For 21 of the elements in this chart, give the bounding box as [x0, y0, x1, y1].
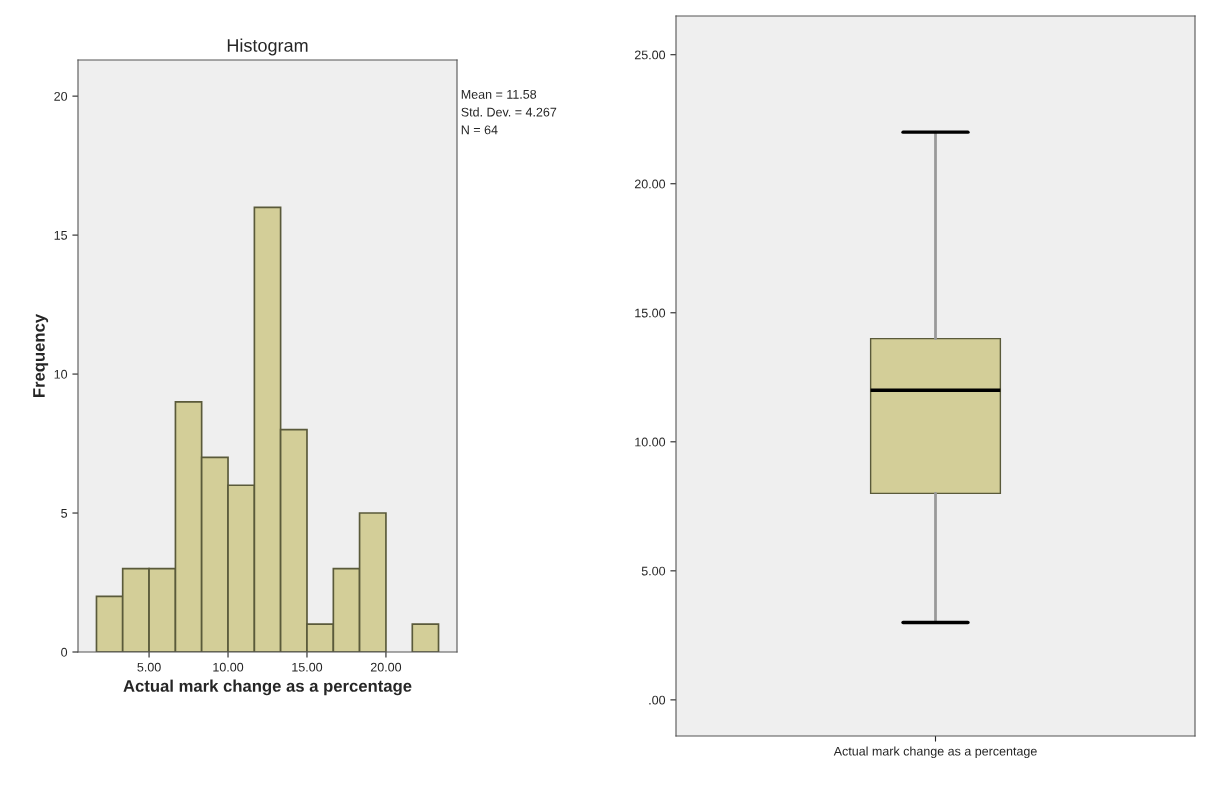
y-tick-label: 20.00 [634, 179, 666, 189]
y-tick-label: 10.00 [635, 437, 666, 447]
x-tick-label: 5.00 [137, 662, 161, 672]
y-tick-label: 0 [61, 647, 68, 657]
x-tick-label: 10.00 [213, 662, 244, 672]
y-tick-label: .00 [649, 695, 666, 705]
x-tick-label: 20.00 [370, 662, 402, 672]
x-tick-label: 15.00 [292, 662, 323, 672]
y-tick-label: 10 [54, 369, 68, 379]
text: N = 64 [461, 125, 498, 135]
y-tick-label: 25.00 [634, 50, 666, 60]
text: Mean = 11.58 [461, 89, 537, 99]
y-axis-title: Frequency [33, 313, 49, 398]
y-tick-label: 15 [54, 231, 68, 240]
y-tick-label: 20 [54, 91, 68, 101]
y-tick-label: 5 [61, 508, 68, 518]
y-tick-label: 15.00 [635, 308, 666, 318]
text: Std. Dev. = 4.267 [461, 107, 557, 117]
chart-title: Histogram [227, 38, 308, 56]
y-tick-label: 5.00 [641, 566, 666, 576]
x-axis-title: Actual mark change as a percentage [123, 679, 412, 696]
